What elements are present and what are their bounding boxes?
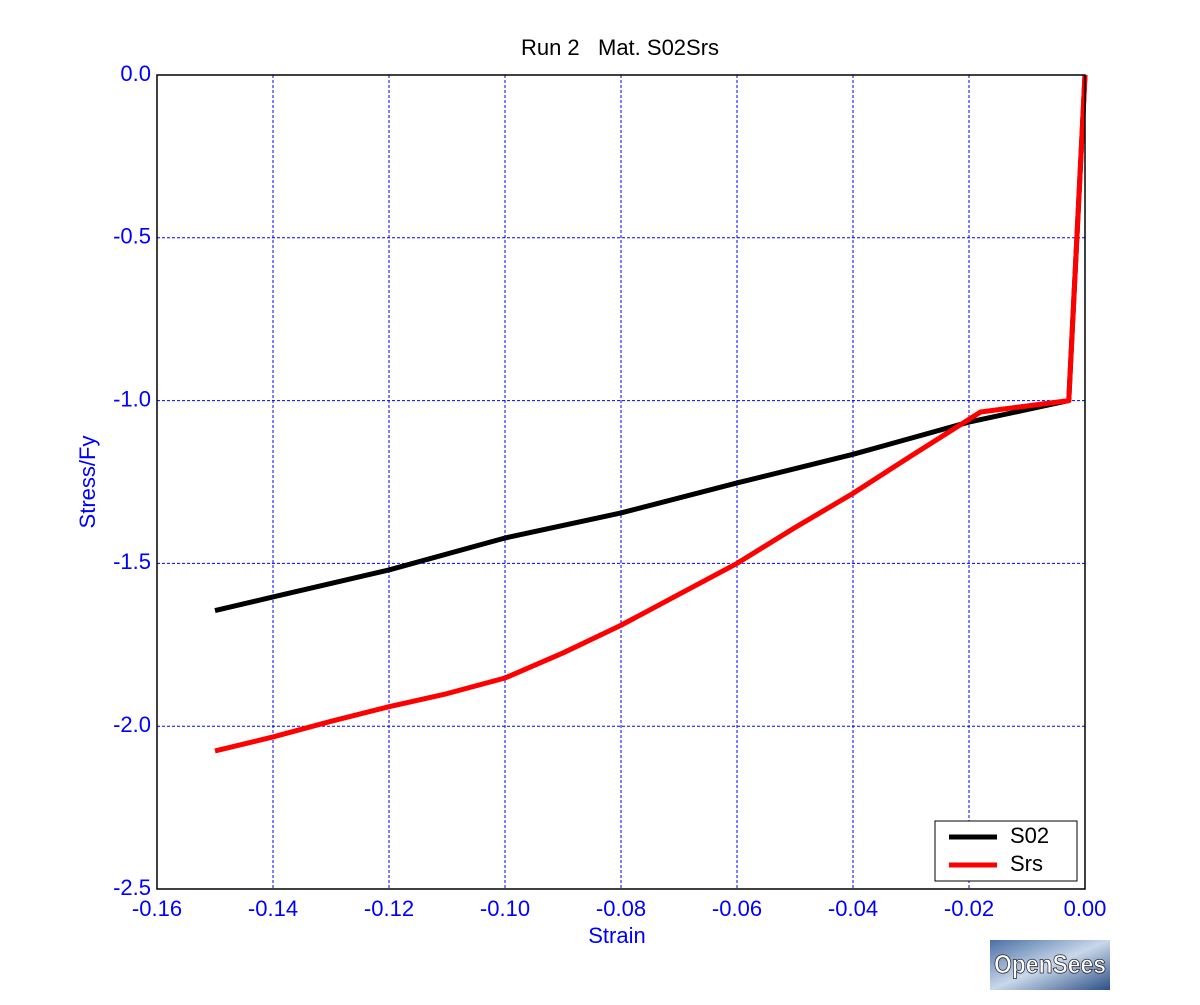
chart-title: Run 2 Mat. S02Srs bbox=[521, 35, 719, 60]
y-tick-label: 0.0 bbox=[120, 61, 151, 86]
legend-box bbox=[934, 820, 1078, 882]
logo: OpenSees bbox=[994, 949, 1106, 979]
x-tick-label: -0.04 bbox=[828, 896, 878, 921]
x-tick-label: -0.16 bbox=[132, 896, 182, 921]
logo-box bbox=[990, 940, 1110, 990]
plot-frame bbox=[156, 74, 1086, 890]
lines bbox=[214, 74, 1088, 754]
x-tick-label: -0.08 bbox=[596, 896, 646, 921]
x-tick-label: -0.14 bbox=[248, 896, 298, 921]
x-tick-label: -0.02 bbox=[944, 896, 994, 921]
x-tick-label: 0.00 bbox=[1064, 896, 1107, 921]
x-axis-label: Strain bbox=[588, 923, 645, 948]
series-line bbox=[214, 74, 1088, 614]
y-tick-label: -2.0 bbox=[113, 712, 151, 737]
x-tick-label: -0.06 bbox=[712, 896, 762, 921]
legend: S02 Srs bbox=[934, 820, 1078, 882]
x-tick-label: -0.12 bbox=[364, 896, 414, 921]
legend-label: S02 bbox=[1010, 823, 1049, 848]
y-tick-label: -0.5 bbox=[113, 224, 151, 249]
y-tick-label: -1.5 bbox=[113, 549, 151, 574]
y-tick-label: -1.0 bbox=[113, 386, 151, 411]
y-tick-label: -2.5 bbox=[113, 875, 151, 900]
series-line bbox=[214, 74, 1088, 754]
y-axis-label: Stress/Fy bbox=[75, 436, 100, 529]
legend-label: Srs bbox=[1010, 851, 1043, 876]
x-tick-label: -0.10 bbox=[480, 896, 530, 921]
